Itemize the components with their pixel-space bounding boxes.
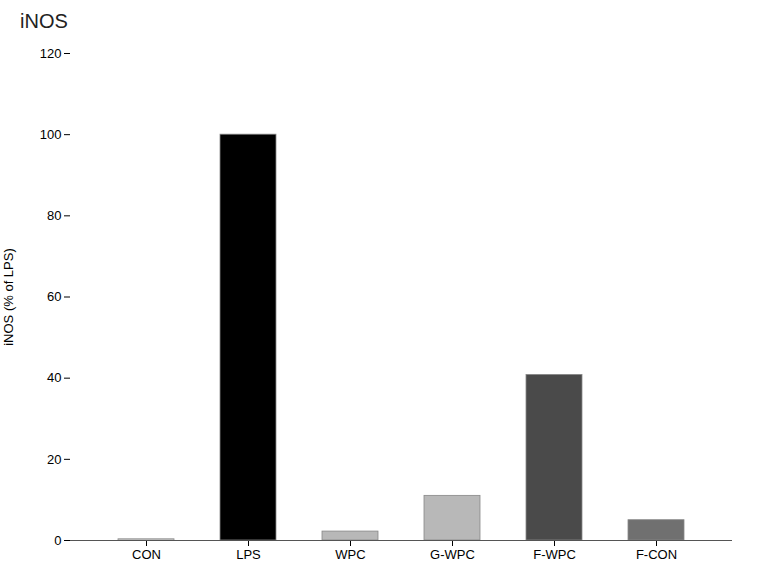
svg-text:40: 40: [47, 370, 61, 385]
svg-text:G-WPC: G-WPC: [430, 547, 475, 562]
html-text:iNOS: iNOS: [20, 10, 68, 32]
svg-text:WPC: WPC: [335, 547, 365, 562]
svg-text:80: 80: [47, 208, 61, 223]
svg-text:120: 120: [40, 46, 62, 61]
svg-text:100: 100: [40, 127, 62, 142]
svg-text:0: 0: [54, 533, 61, 548]
svg-text:20: 20: [47, 451, 61, 466]
svg-text:LPS: LPS: [236, 547, 261, 562]
svg-text:F-WPC: F-WPC: [533, 547, 576, 562]
svg-text:F-CON: F-CON: [636, 547, 677, 562]
svg-text:60: 60: [47, 289, 61, 304]
svg-text:iNOS (% of LPS): iNOS (% of LPS): [1, 248, 16, 346]
svg-text:CON: CON: [132, 547, 161, 562]
